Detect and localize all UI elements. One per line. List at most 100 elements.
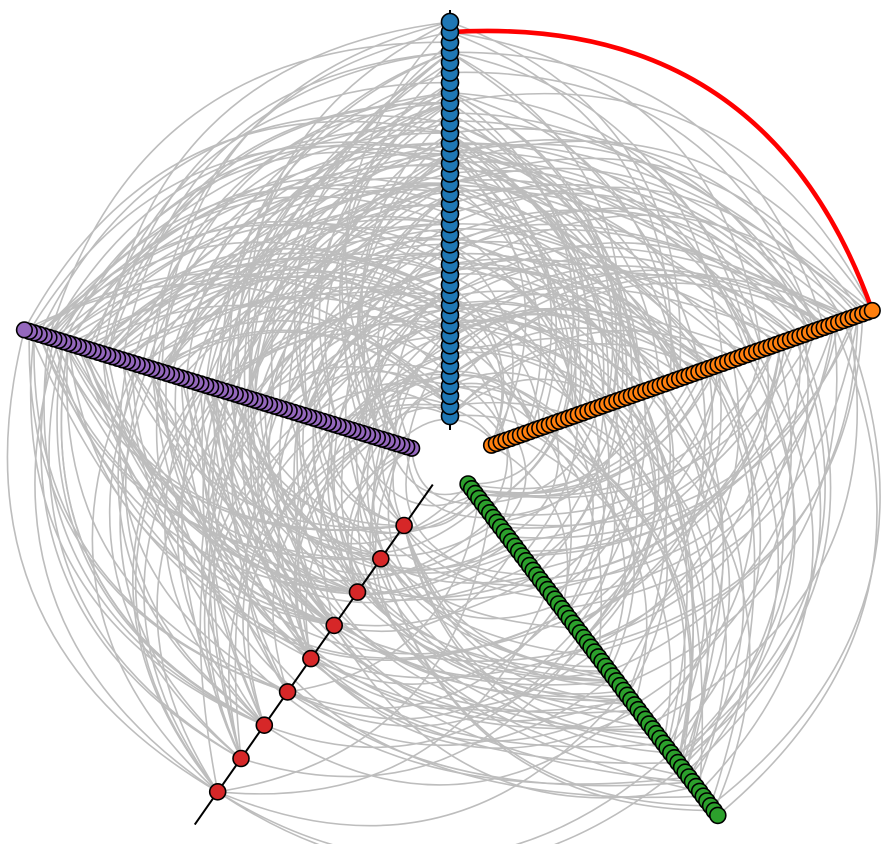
edge <box>161 257 451 373</box>
edge <box>449 274 849 387</box>
edge <box>287 675 614 746</box>
edge <box>590 359 740 649</box>
node-blue <box>440 12 460 32</box>
edge <box>77 248 451 347</box>
edge <box>539 427 692 763</box>
edge <box>403 493 476 529</box>
node-red <box>278 683 297 701</box>
edge <box>156 179 835 371</box>
edge <box>380 558 624 695</box>
edge <box>333 625 697 799</box>
edge <box>53 338 538 627</box>
edge <box>48 187 451 338</box>
edge <box>58 188 719 366</box>
edge <box>543 402 622 586</box>
edge <box>449 378 613 417</box>
edge <box>449 414 602 657</box>
edge <box>594 315 859 653</box>
edge <box>688 366 780 778</box>
node-purple <box>15 321 33 339</box>
edge <box>200 383 538 599</box>
edge <box>359 132 451 443</box>
edge <box>43 337 265 726</box>
edge <box>558 420 635 672</box>
edge <box>160 226 451 373</box>
edge <box>308 302 685 418</box>
edges-layer <box>6 21 881 844</box>
node-red <box>348 583 367 601</box>
edge <box>449 140 873 311</box>
edge <box>522 330 816 557</box>
edge <box>449 401 704 792</box>
edge <box>293 61 451 418</box>
nodes-layer <box>15 12 881 825</box>
edge <box>449 263 714 773</box>
edge <box>449 51 724 364</box>
edge <box>449 92 874 311</box>
node-red <box>255 716 274 735</box>
edge <box>229 392 516 571</box>
edge <box>77 222 451 347</box>
edge <box>311 112 451 422</box>
edge <box>449 122 619 576</box>
edge <box>392 443 555 600</box>
edge <box>320 374 451 626</box>
node-red <box>371 549 390 568</box>
edge <box>449 344 694 768</box>
edge <box>247 102 451 626</box>
edge <box>344 152 451 434</box>
edge <box>278 213 451 626</box>
edge <box>717 323 878 817</box>
edge <box>500 436 527 528</box>
edge <box>112 276 451 358</box>
edge <box>391 286 791 443</box>
edge <box>288 182 451 411</box>
edge <box>312 418 610 673</box>
edge <box>318 92 451 427</box>
edge <box>386 440 472 496</box>
edge <box>648 318 859 725</box>
edge <box>362 406 451 434</box>
edge <box>302 223 451 593</box>
edge <box>276 283 451 659</box>
edge <box>449 233 668 696</box>
edge <box>380 558 559 620</box>
edge <box>572 364 722 625</box>
edge <box>298 413 617 682</box>
edge <box>572 415 709 773</box>
edge <box>449 112 763 350</box>
edge <box>496 400 618 524</box>
edge <box>207 182 451 726</box>
edge <box>449 31 672 383</box>
node-red <box>325 616 344 635</box>
edge <box>29 332 265 726</box>
node-red <box>395 516 413 535</box>
edge <box>449 304 688 749</box>
edge <box>263 403 631 702</box>
edge <box>608 334 809 673</box>
edge <box>214 203 451 389</box>
edge <box>227 435 373 759</box>
edge <box>381 354 451 440</box>
edge <box>48 341 242 760</box>
edge <box>313 193 451 560</box>
edge <box>587 336 802 644</box>
edge <box>6 329 219 793</box>
highlighted-edge <box>449 28 875 312</box>
edge <box>540 341 787 581</box>
edge <box>163 383 265 726</box>
edge <box>616 400 751 811</box>
edge <box>449 384 573 609</box>
edge <box>213 294 451 759</box>
edge <box>34 340 219 793</box>
edge <box>449 127 811 333</box>
edge <box>673 337 826 759</box>
edge <box>449 132 647 624</box>
edge <box>217 689 625 827</box>
edge <box>403 525 671 754</box>
edge <box>24 283 451 407</box>
edge <box>596 407 669 696</box>
edge <box>681 354 796 768</box>
edge <box>367 406 497 445</box>
